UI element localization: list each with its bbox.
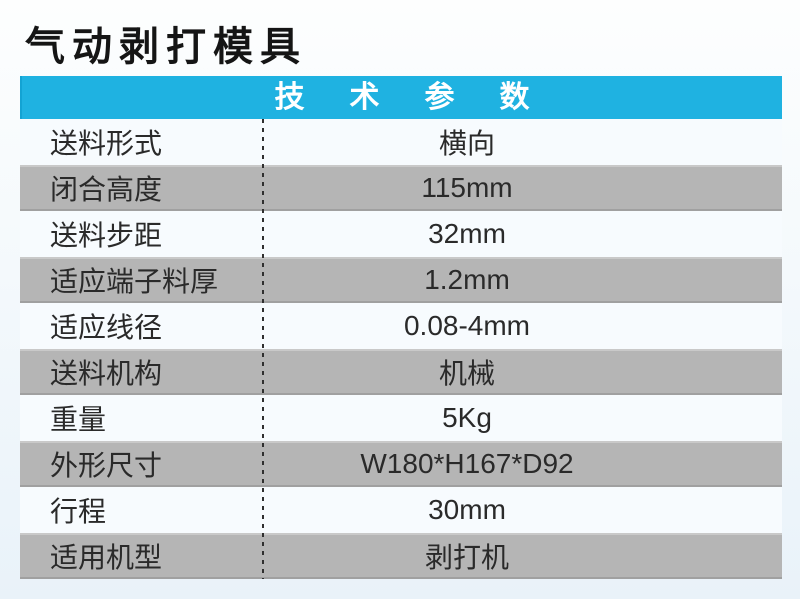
spec-value: 剥打机	[424, 542, 509, 573]
spec-value: 0.08-4mm	[403, 310, 531, 341]
spec-value: 横向	[438, 128, 495, 159]
spec-label: 送料形式	[50, 128, 163, 159]
spec-label: 闭合高度	[50, 174, 163, 205]
spec-value: W180*H167*D92	[360, 448, 574, 479]
spec-label: 适应端子料厚	[50, 266, 219, 297]
spec-row: 重量 5Kg	[20, 395, 782, 441]
spec-value: 1.2mm	[424, 264, 510, 295]
table-header: 技术参数	[20, 76, 782, 119]
page-title: 气动剥打模具	[25, 25, 307, 69]
spec-value: 5Kg	[442, 402, 492, 433]
spec-row: 适应线径 0.08-4mm	[20, 303, 782, 349]
spec-value: 32mm	[428, 218, 506, 249]
column-divider-dotted-line	[262, 119, 264, 579]
spec-label: 送料步距	[50, 220, 163, 251]
spec-table: 技术参数 送料形式 横向 闭合高度 115mm 送料步距 32mm 适应端子料厚…	[20, 76, 782, 579]
spec-row: 送料机构 机械	[20, 349, 782, 395]
spec-label: 行程	[50, 496, 107, 527]
spec-row: 行程 30mm	[20, 487, 782, 533]
spec-row: 外形尺寸 W180*H167*D92	[20, 441, 782, 487]
spec-row: 闭合高度 115mm	[20, 165, 782, 211]
spec-value: 30mm	[428, 494, 506, 525]
spec-label: 重量	[50, 404, 107, 435]
spec-row: 适应端子料厚 1.2mm	[20, 257, 782, 303]
spec-label: 适用机型	[50, 542, 163, 573]
spec-label: 适应线径	[50, 312, 163, 343]
spec-value: 115mm	[421, 172, 513, 203]
spec-value: 机械	[438, 358, 495, 389]
spec-row: 送料形式 横向	[20, 119, 782, 165]
table-body: 送料形式 横向 闭合高度 115mm 送料步距 32mm 适应端子料厚 1.2m…	[20, 119, 782, 579]
spec-label: 送料机构	[50, 358, 163, 389]
spec-row: 送料步距 32mm	[20, 211, 782, 257]
spec-row: 适用机型 剥打机	[20, 533, 782, 579]
spec-label: 外形尺寸	[50, 450, 163, 481]
